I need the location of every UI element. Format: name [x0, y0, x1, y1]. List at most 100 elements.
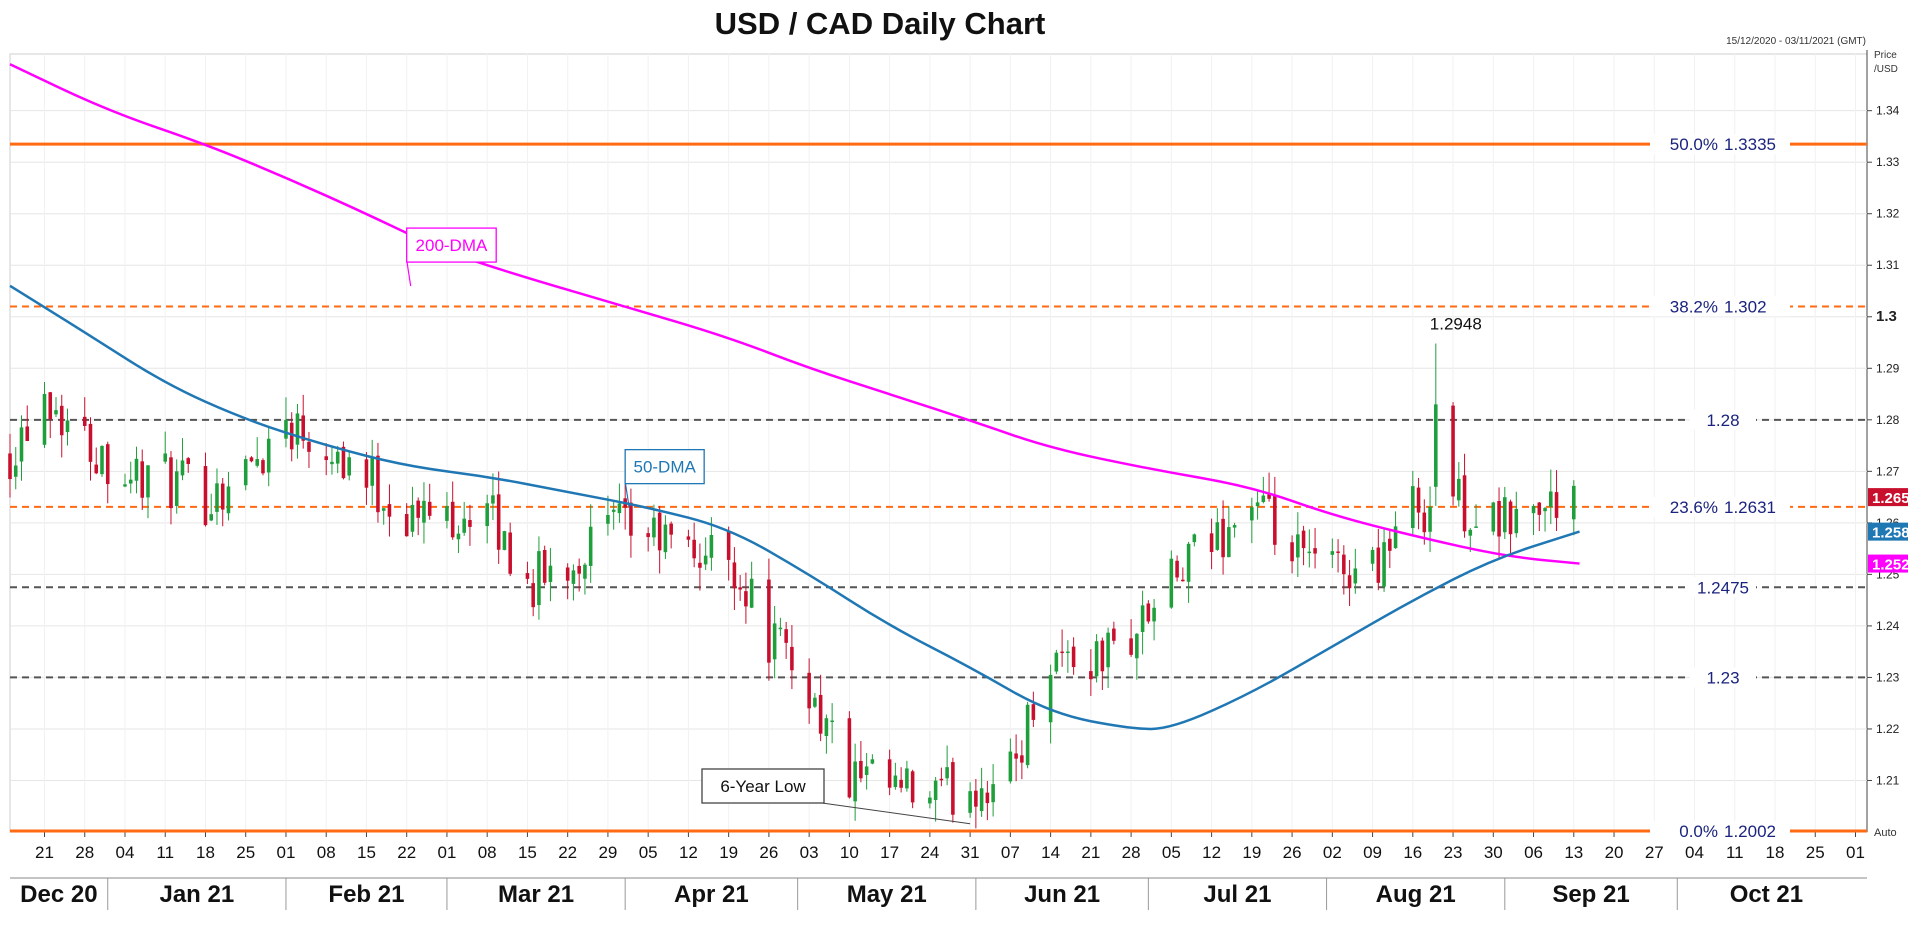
callout-line	[624, 481, 630, 508]
x-tick-label: 12	[679, 843, 698, 862]
candle-body	[1468, 529, 1473, 536]
candle-body	[778, 627, 783, 630]
series-line-50-dma	[9, 284, 1580, 731]
candle-body	[1376, 547, 1381, 583]
candle-body	[565, 567, 570, 581]
x-tick-label: 21	[35, 843, 54, 862]
horizontal-levels: 50.0% 1.3335 38.2% 1.302 1.28 23.6% 1.2631 1.24…	[10, 134, 1867, 841]
candle-body	[1549, 491, 1553, 507]
candle-body	[496, 494, 501, 550]
candle-body	[410, 504, 415, 532]
candle-body	[1031, 704, 1036, 720]
callout-line	[821, 802, 971, 825]
candle-body	[376, 455, 380, 513]
candle-body	[370, 457, 374, 486]
x-tick-label: 02	[1323, 843, 1342, 862]
candle-body	[19, 427, 24, 462]
level-label-bg	[1650, 496, 1790, 517]
candle-body	[548, 565, 553, 582]
candle-body	[1451, 405, 1455, 497]
level-label: 50.0%	[1670, 135, 1718, 154]
candle-body	[1503, 497, 1507, 533]
candle-body	[1066, 651, 1070, 654]
grid	[10, 54, 1867, 832]
candle-body	[169, 457, 173, 509]
candle-body	[82, 416, 87, 426]
candle-body	[295, 413, 300, 445]
candle-body	[209, 514, 214, 521]
candle-body	[25, 426, 30, 441]
month-label: Feb 21	[328, 881, 404, 908]
candle-body	[1215, 522, 1220, 550]
callout-box	[624, 448, 705, 485]
candle-body	[220, 483, 225, 510]
candle-body	[772, 623, 777, 660]
candle-body	[606, 514, 610, 524]
level-label-bg	[1690, 577, 1756, 598]
month-label: Jul 21	[1203, 881, 1271, 908]
candle-body	[1342, 554, 1346, 575]
candle-body	[54, 410, 58, 415]
candle-body	[456, 533, 461, 540]
y-tick-label: 1.27	[1876, 464, 1900, 478]
x-tick-label: 05	[1162, 843, 1181, 862]
candle-body	[1411, 486, 1415, 529]
x-tick-label: 17	[880, 843, 899, 862]
level-label: 0.0%	[1679, 822, 1718, 841]
auto-scale-label[interactable]: Auto	[1874, 827, 1897, 839]
candle-body	[1135, 633, 1139, 659]
x-tick-label: 31	[961, 843, 980, 862]
candle-body	[1250, 507, 1254, 521]
candle-body	[8, 453, 12, 480]
candle-body	[887, 759, 892, 788]
candle-body	[341, 446, 346, 479]
candle-body	[364, 459, 369, 488]
candle-body	[1169, 558, 1174, 608]
price-badge-bg	[1868, 522, 1908, 541]
level-value: 1.2475	[1697, 578, 1749, 597]
candle-body	[1457, 478, 1461, 501]
y-tick-label: 1.32	[1876, 207, 1900, 221]
x-tick-labels: 21 28 04 11 18 25 01 08 15 22 01 08 15 22 29 05 12 19 26 03…	[35, 832, 1865, 862]
x-tick-label: 18	[196, 843, 215, 862]
month-label: Aug 21	[1376, 881, 1456, 908]
candle-body	[588, 526, 593, 566]
x-tick-label: 03	[800, 843, 819, 862]
x-tick-label: 24	[920, 843, 939, 862]
month-label: Sep 21	[1552, 881, 1629, 908]
callout-box	[701, 768, 825, 804]
candle-body	[1089, 671, 1093, 680]
level-value: 1.28	[1706, 411, 1739, 430]
candle-body	[686, 536, 691, 540]
x-tick-label: 11	[156, 843, 174, 862]
month-label: Jan 21	[159, 881, 234, 908]
candle-body	[215, 483, 219, 512]
candle-body	[1537, 502, 1542, 515]
candle-body	[508, 532, 512, 574]
candle-body	[583, 564, 587, 579]
price-axis-caption: Price	[1874, 50, 1897, 61]
candle-body	[1388, 538, 1392, 551]
candle-body	[301, 415, 305, 441]
candle-body	[1014, 753, 1018, 759]
candle-body	[1347, 575, 1352, 589]
candle-body	[1462, 475, 1467, 532]
candle-body	[732, 562, 737, 589]
candle-body	[249, 457, 254, 462]
month-label: Jun 21	[1024, 881, 1100, 908]
chart-title: USD / CAD Daily Chart	[715, 6, 1046, 41]
candle-body	[491, 495, 495, 504]
candle-body	[450, 501, 455, 538]
candle-body	[571, 570, 576, 584]
callout-label: 200-DMA	[416, 236, 488, 255]
candle-body	[1313, 548, 1317, 554]
candle-body	[698, 562, 702, 568]
candle-body	[387, 504, 392, 517]
candle-body	[1307, 551, 1312, 554]
candle-body	[939, 778, 944, 781]
candle-body	[1497, 501, 1501, 537]
candle-body	[307, 441, 311, 452]
candle-body	[657, 512, 662, 551]
candle-body	[807, 672, 811, 709]
